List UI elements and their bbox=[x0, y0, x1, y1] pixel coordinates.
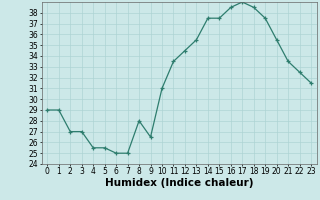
X-axis label: Humidex (Indice chaleur): Humidex (Indice chaleur) bbox=[105, 178, 253, 188]
